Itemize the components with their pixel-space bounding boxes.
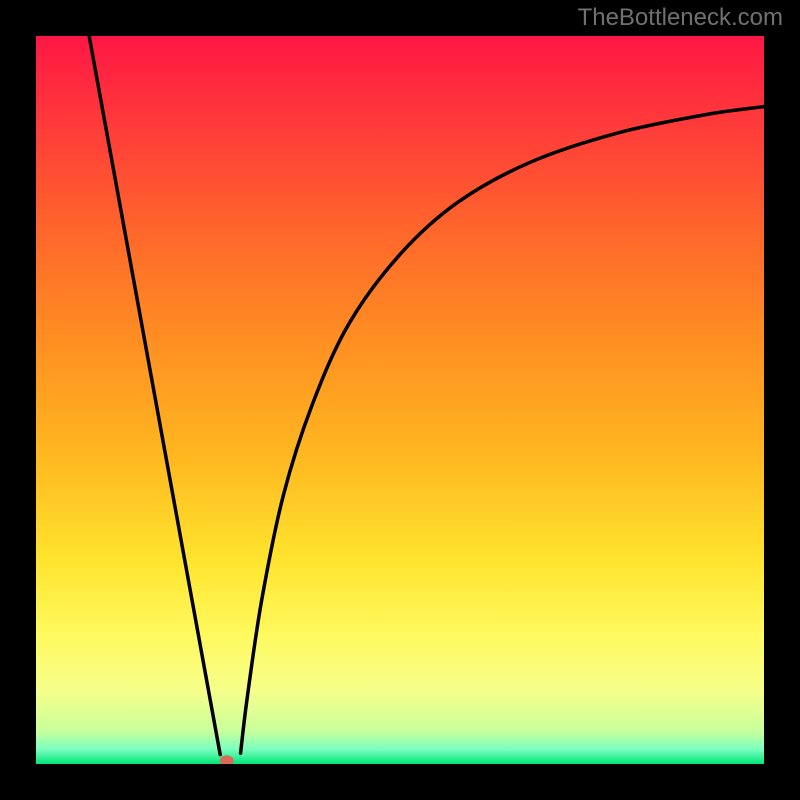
attribution-label: TheBottleneck.com — [578, 4, 783, 32]
plot-area — [36, 36, 764, 764]
gradient-background — [36, 36, 764, 764]
plot-svg — [36, 36, 764, 764]
figure-frame: TheBottleneck.com — [0, 0, 800, 800]
